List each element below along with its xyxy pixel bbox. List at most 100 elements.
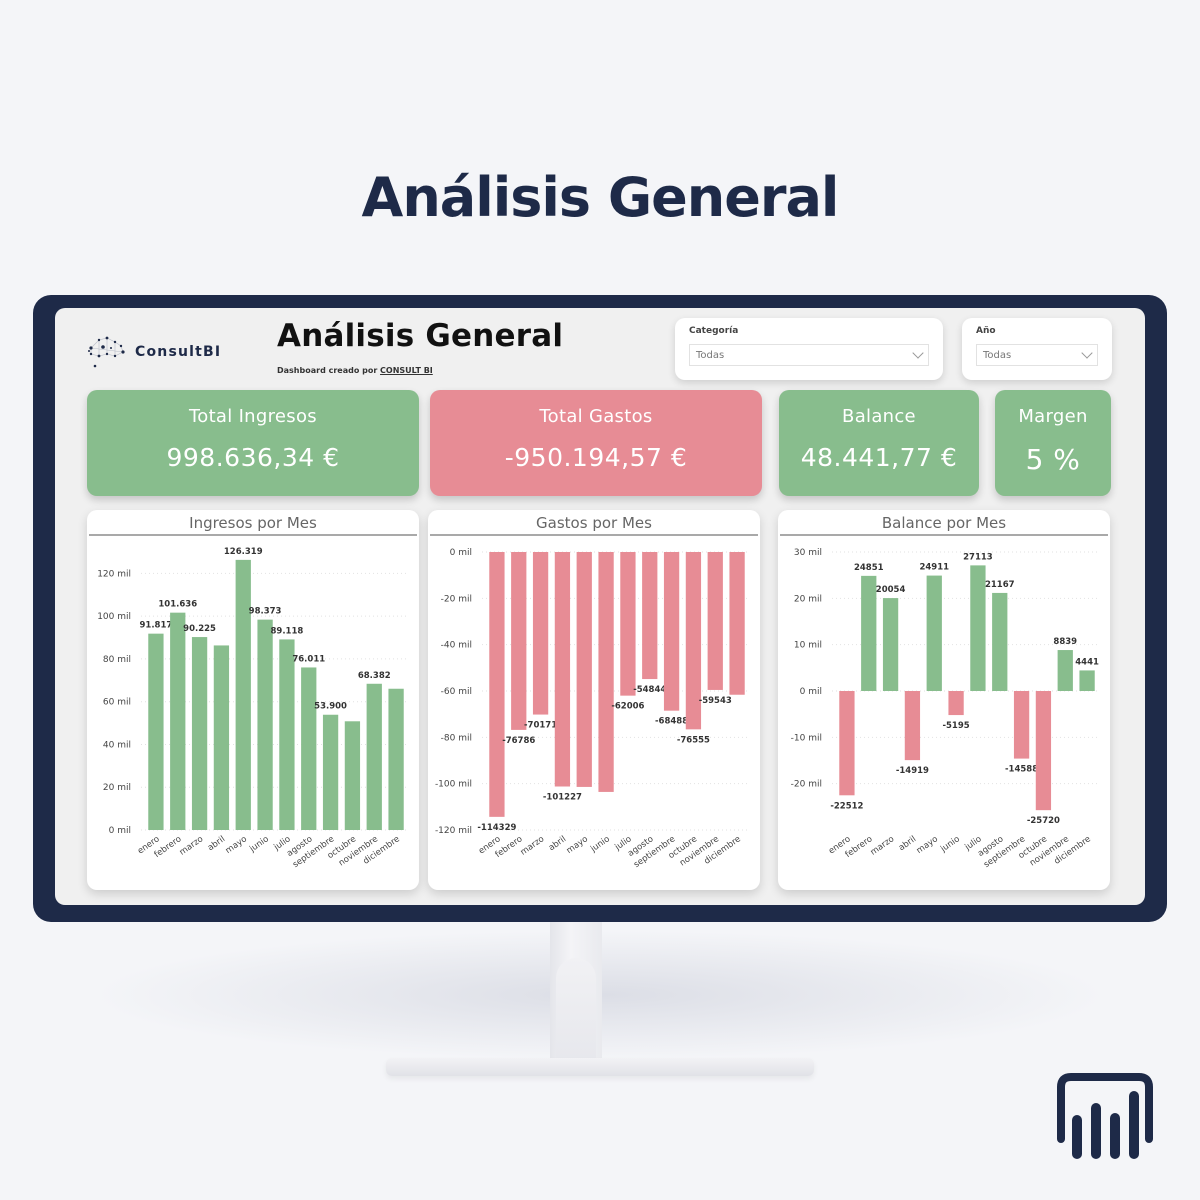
bar-mayo[interactable] <box>235 559 251 830</box>
bar-junio[interactable] <box>948 691 964 716</box>
ingresos-bar-chart[interactable]: 0 mil 20 mil 40 mil 60 mil 80 mil 100 mil 120 … <box>87 538 419 888</box>
bar-marzo[interactable] <box>882 598 899 691</box>
bar-julio[interactable] <box>970 565 986 691</box>
chevron-down-icon <box>1081 346 1093 359</box>
bar-marzo[interactable] <box>191 637 208 830</box>
kpi-label: Balance <box>842 406 916 427</box>
power-bi-icon <box>1057 1073 1153 1159</box>
svg-text:90.225: 90.225 <box>183 624 216 634</box>
bar-febrero[interactable] <box>861 575 877 691</box>
chart-card-balance: Balance por Mes -20 mil -10 mil 0 mil 10 mi… <box>778 510 1110 890</box>
svg-text:-100 mil: -100 mil <box>435 780 472 790</box>
bar-junio[interactable] <box>257 619 273 830</box>
bar-diciembre[interactable] <box>388 688 404 830</box>
bar-abril[interactable] <box>213 645 230 830</box>
chart-title: Ingresos por Mes <box>89 510 417 536</box>
bar-octubre[interactable] <box>685 552 702 730</box>
kpi-label: Total Ingresos <box>189 406 317 427</box>
bar-mayo[interactable] <box>926 575 942 691</box>
balance-bar-chart[interactable]: -20 mil -10 mil 0 mil 10 mil 20 mil 30 mil -22… <box>778 538 1110 888</box>
bar-julio[interactable] <box>620 552 636 696</box>
svg-text:-20 mil: -20 mil <box>791 780 822 790</box>
svg-text:76.011: 76.011 <box>292 654 325 664</box>
chart-card-gastos: Gastos por Mes 0 mil -20 mil -40 mil -60 mi… <box>428 510 760 890</box>
svg-text:marzo: marzo <box>869 834 897 857</box>
bar-enero[interactable] <box>148 633 164 830</box>
svg-text:-76786: -76786 <box>502 736 535 746</box>
bar-julio[interactable] <box>279 639 295 830</box>
chart-title: Balance por Mes <box>780 510 1108 536</box>
category-dropdown-value: Todas <box>696 349 725 361</box>
category-slicer: Categoría Todas <box>675 318 943 380</box>
svg-text:-62006: -62006 <box>611 702 644 712</box>
bar-abril[interactable] <box>554 552 571 787</box>
gastos-bar-chart[interactable]: 0 mil -20 mil -40 mil -60 mil -80 mil -100 mi… <box>428 538 760 888</box>
dashboard-subtitle: Dashboard creado por CONSULT BI <box>277 366 433 375</box>
chart-card-ingresos: Ingresos por Mes 0 mil 20 mil 40 mil 60 mil… <box>87 510 419 890</box>
svg-text:marzo: marzo <box>519 834 547 857</box>
svg-text:abril: abril <box>897 834 918 853</box>
hero-title: Análisis General <box>361 166 840 229</box>
year-dropdown[interactable]: Todas <box>976 344 1098 366</box>
bar-febrero[interactable] <box>511 552 527 730</box>
svg-text:marzo: marzo <box>178 834 206 857</box>
svg-text:-80 mil: -80 mil <box>441 733 472 743</box>
chevron-down-icon <box>912 346 924 359</box>
svg-text:98.373: 98.373 <box>249 607 282 617</box>
kpi-total-ingresos: Total Ingresos 998.636,34 € <box>87 390 419 496</box>
bar-noviembre[interactable] <box>707 552 723 690</box>
svg-text:4441: 4441 <box>1075 657 1099 667</box>
svg-text:-60 mil: -60 mil <box>441 687 472 697</box>
svg-text:24911: 24911 <box>919 563 949 573</box>
bar-febrero[interactable] <box>170 612 186 830</box>
bar-marzo[interactable] <box>532 552 549 715</box>
kpi-label: Margen <box>1018 406 1088 427</box>
svg-text:-5195: -5195 <box>942 721 969 731</box>
bar-agosto[interactable] <box>642 552 658 680</box>
bar-noviembre[interactable] <box>1057 650 1073 691</box>
bar-enero[interactable] <box>839 691 855 796</box>
svg-text:40 mil: 40 mil <box>103 740 131 750</box>
year-dropdown-value: Todas <box>983 349 1012 361</box>
svg-text:abril: abril <box>547 834 568 853</box>
consult-bi-link[interactable]: CONSULT BI <box>380 366 433 375</box>
bar-septiembre[interactable] <box>1013 691 1030 759</box>
bar-mayo[interactable] <box>576 552 592 787</box>
brain-network-icon <box>88 336 125 368</box>
svg-text:abril: abril <box>206 834 227 853</box>
svg-text:120 mil: 120 mil <box>97 569 131 579</box>
bar-enero[interactable] <box>489 552 505 817</box>
svg-text:89.118: 89.118 <box>271 626 304 636</box>
svg-text:27113: 27113 <box>963 552 993 562</box>
bar-abril[interactable] <box>904 691 921 761</box>
category-dropdown[interactable]: Todas <box>689 344 929 366</box>
svg-text:100 mil: 100 mil <box>97 612 131 622</box>
bar-octubre[interactable] <box>1035 691 1052 811</box>
kpi-value: 48.441,77 € <box>800 443 958 472</box>
svg-text:-68488: -68488 <box>655 717 688 727</box>
dashboard-title: Análisis General <box>277 318 564 354</box>
svg-text:-76555: -76555 <box>677 735 710 745</box>
bar-junio[interactable] <box>598 552 614 792</box>
bar-diciembre[interactable] <box>1079 670 1095 691</box>
bar-diciembre[interactable] <box>729 552 745 695</box>
bar-agosto[interactable] <box>992 592 1008 691</box>
bar-septiembre[interactable] <box>322 714 339 830</box>
bar-agosto[interactable] <box>301 667 317 830</box>
svg-text:mayo: mayo <box>565 834 590 856</box>
monitor-stand-neck <box>550 918 602 1068</box>
kpi-label: Total Gastos <box>539 406 653 427</box>
svg-text:-54844: -54844 <box>633 685 666 695</box>
svg-text:68.382: 68.382 <box>358 671 391 681</box>
monitor-frame: ConsultBI Análisis General Dashboard cre… <box>33 295 1167 922</box>
svg-text:21167: 21167 <box>985 580 1015 590</box>
bar-septiembre[interactable] <box>663 552 680 711</box>
svg-text:-10 mil: -10 mil <box>791 733 822 743</box>
dashboard-screen: ConsultBI Análisis General Dashboard cre… <box>55 308 1145 905</box>
svg-text:mayo: mayo <box>915 834 940 856</box>
bar-octubre[interactable] <box>344 721 361 830</box>
svg-text:-120 mil: -120 mil <box>435 826 472 836</box>
year-slicer: Año Todas <box>962 318 1112 380</box>
bar-noviembre[interactable] <box>366 683 382 830</box>
svg-text:53.900: 53.900 <box>314 702 347 712</box>
